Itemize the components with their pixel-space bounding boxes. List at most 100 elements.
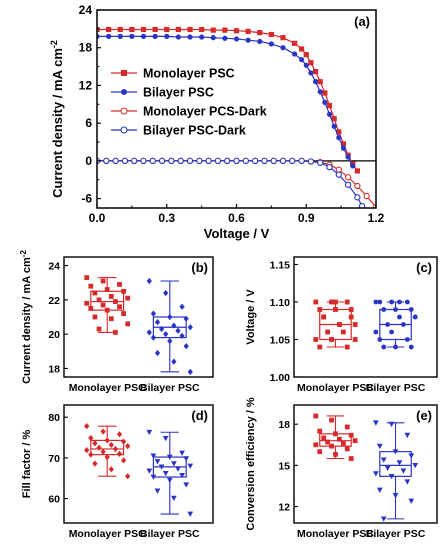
data-point bbox=[404, 479, 411, 485]
panel-label: (d) bbox=[191, 408, 208, 423]
data-point-1 bbox=[210, 35, 216, 41]
x-tick-label: 0.9 bbox=[298, 211, 315, 225]
panel-frame bbox=[63, 404, 214, 524]
data-point bbox=[313, 299, 319, 305]
data-point bbox=[100, 278, 106, 284]
data-point-0 bbox=[303, 52, 309, 58]
data-point bbox=[104, 307, 110, 313]
data-point-2 bbox=[354, 182, 361, 190]
data-point bbox=[150, 310, 157, 317]
data-point bbox=[352, 438, 358, 444]
data-point-1 bbox=[350, 163, 356, 169]
data-point bbox=[117, 304, 122, 310]
data-point-3 bbox=[307, 158, 315, 165]
data-point-0 bbox=[245, 28, 251, 34]
x-tick-label: 0.6 bbox=[228, 211, 245, 225]
data-point-0 bbox=[233, 28, 240, 34]
data-point bbox=[84, 447, 90, 454]
data-point bbox=[408, 453, 415, 459]
data-point bbox=[175, 327, 181, 334]
y-tick-label: 1.00 bbox=[270, 372, 291, 384]
box-0 bbox=[84, 423, 131, 480]
legend-marker bbox=[120, 107, 128, 115]
data-point-3 bbox=[289, 157, 296, 165]
legend-marker bbox=[121, 70, 127, 76]
data-point-2 bbox=[335, 166, 342, 173]
data-point-0 bbox=[322, 90, 328, 96]
data-point bbox=[112, 445, 119, 453]
data-point bbox=[154, 319, 161, 326]
panel-label: (a) bbox=[354, 14, 370, 29]
data-point bbox=[88, 283, 94, 289]
y-tick-label: 24 bbox=[48, 261, 60, 273]
data-point bbox=[158, 464, 165, 470]
box-body bbox=[379, 451, 412, 477]
data-point-1 bbox=[308, 70, 314, 76]
data-point bbox=[317, 344, 323, 350]
data-point-0 bbox=[97, 26, 100, 33]
data-point bbox=[372, 420, 379, 426]
data-point bbox=[392, 493, 399, 499]
data-point-1 bbox=[175, 34, 181, 40]
box-0 bbox=[84, 275, 131, 335]
category-label: Monolayer PSC bbox=[297, 382, 374, 394]
data-point bbox=[125, 473, 131, 480]
data-point bbox=[146, 329, 152, 336]
data-point bbox=[84, 423, 90, 430]
y-tick-label: 80 bbox=[48, 412, 60, 424]
data-point-3 bbox=[131, 157, 138, 165]
data-point bbox=[340, 441, 346, 446]
data-point bbox=[187, 368, 193, 375]
data-point bbox=[183, 456, 190, 462]
data-point-3 bbox=[112, 157, 119, 165]
data-point bbox=[146, 468, 153, 474]
y-tick-label: 12 bbox=[79, 78, 93, 92]
data-point bbox=[404, 337, 410, 342]
data-point bbox=[100, 428, 106, 435]
data-point bbox=[313, 413, 319, 419]
data-point bbox=[163, 289, 169, 297]
data-point bbox=[108, 294, 114, 299]
data-point bbox=[344, 299, 350, 305]
data-point-3 bbox=[317, 159, 324, 166]
data-point-1 bbox=[187, 34, 193, 40]
data-point bbox=[117, 282, 122, 287]
data-point-1 bbox=[326, 111, 333, 117]
y-tick-label: 18 bbox=[79, 41, 93, 55]
data-point bbox=[337, 322, 342, 327]
data-point bbox=[179, 332, 185, 339]
category-label: Bilayer PSC bbox=[366, 382, 426, 394]
data-point-3 bbox=[186, 157, 194, 165]
data-point bbox=[187, 463, 194, 469]
data-point bbox=[373, 299, 379, 305]
data-point-0 bbox=[299, 46, 305, 52]
box-1 bbox=[146, 277, 193, 375]
data-point-0 bbox=[106, 26, 112, 33]
y-tick-label: 24 bbox=[79, 3, 93, 17]
data-point-1 bbox=[106, 33, 112, 40]
data-point bbox=[329, 443, 334, 449]
data-point bbox=[404, 432, 411, 439]
data-point bbox=[396, 460, 403, 466]
data-point bbox=[392, 449, 399, 455]
data-point bbox=[88, 451, 94, 458]
data-point-0 bbox=[326, 102, 333, 109]
data-point bbox=[317, 307, 323, 312]
data-point bbox=[113, 299, 118, 304]
legend-entry: Bilayer PSC-Dark bbox=[143, 124, 246, 138]
data-point-3 bbox=[279, 157, 287, 165]
data-point bbox=[329, 337, 334, 342]
data-point-3 bbox=[242, 157, 249, 165]
y-tick-label: 70 bbox=[48, 453, 60, 465]
y-axis-label-main: Fill factor / % bbox=[21, 430, 33, 499]
legend-entry: Monolayer PSC bbox=[143, 67, 235, 81]
data-point-3 bbox=[158, 157, 166, 165]
y-tick-label: 20 bbox=[48, 329, 60, 341]
series-line-3 bbox=[97, 160, 363, 207]
data-point-1 bbox=[245, 37, 251, 43]
category-label: Bilayer PSC bbox=[140, 382, 200, 394]
data-point bbox=[313, 337, 319, 342]
data-point bbox=[187, 511, 194, 517]
